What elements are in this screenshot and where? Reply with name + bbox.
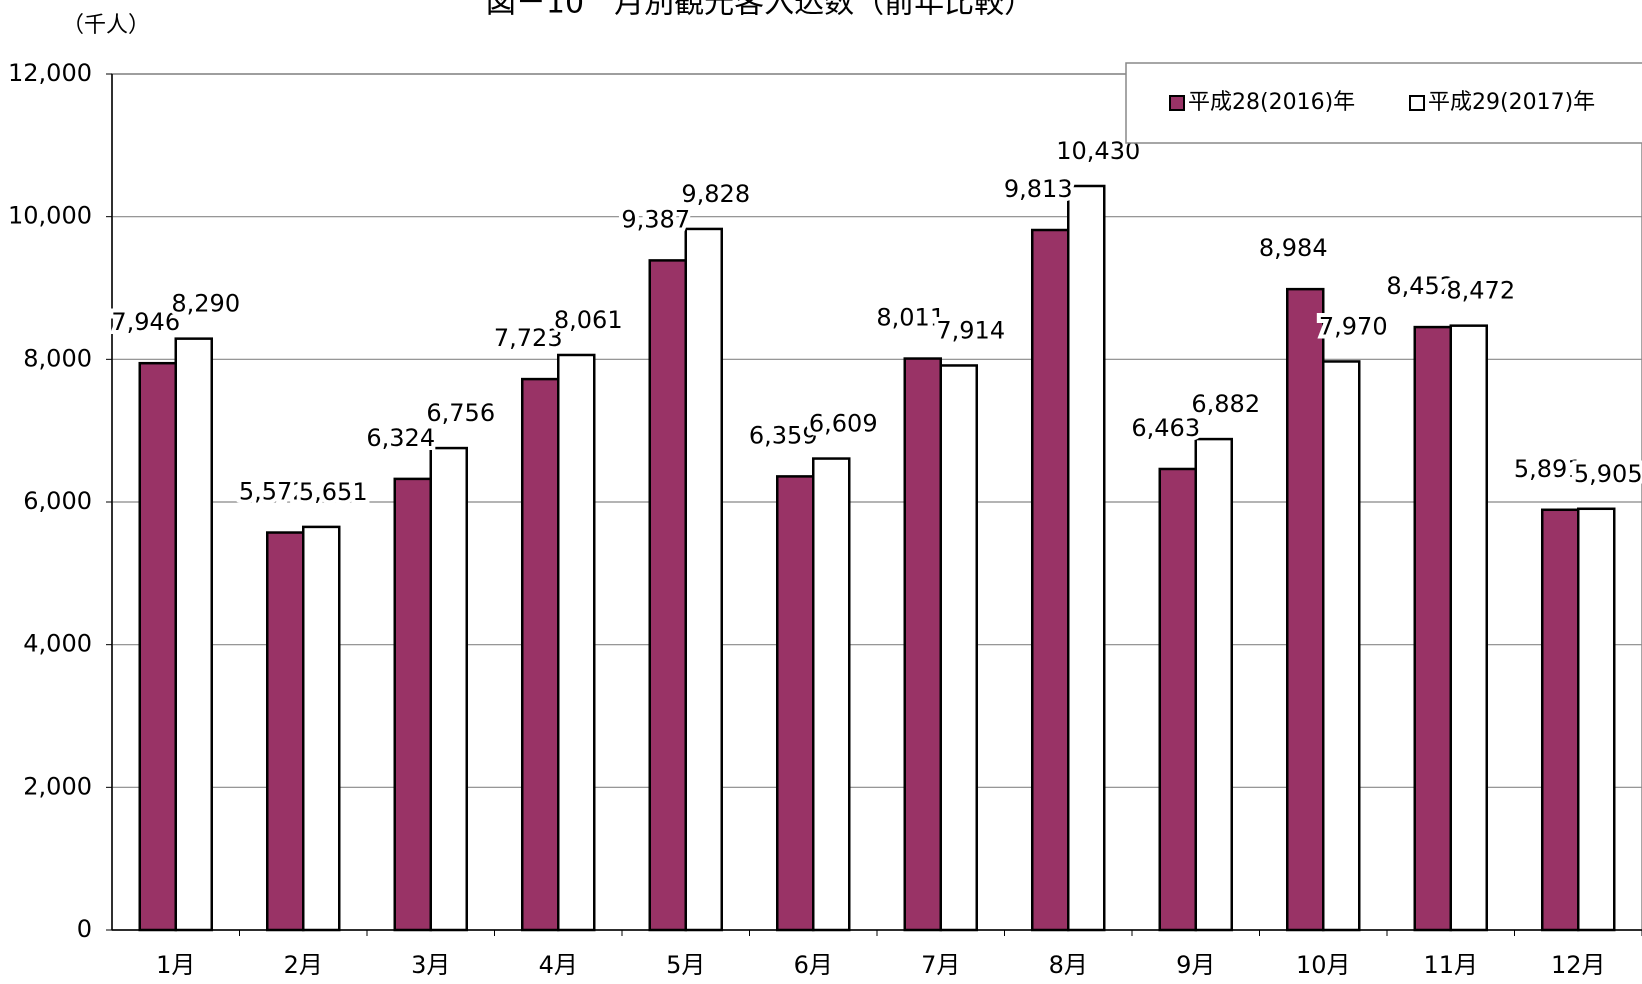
y-tick-label: 2,000: [23, 772, 92, 800]
data-label: 7,946: [111, 308, 180, 336]
bar: [1413, 325, 1452, 932]
x-tick-label: 8月: [1049, 951, 1088, 979]
bar: [302, 525, 341, 932]
data-label: 6,609: [809, 410, 878, 438]
data-label: 9,387: [621, 205, 690, 233]
data-label: 6,756: [426, 399, 495, 427]
chart-title: 図－10 月別観光客入込数（前年比較）: [486, 0, 1034, 21]
y-tick-label: 0: [77, 915, 92, 943]
data-label: 6,359: [749, 421, 818, 449]
data-label: 8,452: [1386, 272, 1455, 300]
data-label: 7,970: [1319, 312, 1388, 340]
data-label: 8,290: [171, 290, 240, 318]
bar: [393, 477, 432, 932]
legend-label: 平成29(2017)年: [1428, 90, 1595, 115]
x-tick-label: 10月: [1296, 951, 1351, 979]
bar: [1286, 287, 1325, 932]
x-tick-label: 5月: [666, 951, 705, 979]
bar: [1031, 228, 1070, 932]
data-label: 9,813: [1004, 175, 1073, 203]
x-tick-label: 12月: [1551, 951, 1606, 979]
y-axis-label: （千人）: [62, 13, 150, 38]
x-tick-label: 4月: [539, 951, 578, 979]
data-label: 6,882: [1191, 390, 1260, 418]
bar: [266, 531, 305, 932]
legend-swatch: [1409, 95, 1425, 111]
bar: [174, 337, 213, 932]
x-tick-label: 1月: [156, 951, 195, 979]
bar: [903, 357, 942, 932]
x-tick-label: 2月: [284, 951, 323, 979]
bar: [1194, 437, 1233, 932]
y-tick-label: 6,000: [23, 487, 92, 515]
data-label: 5,651: [299, 478, 368, 506]
bar: [776, 475, 815, 932]
x-tick-label: 9月: [1176, 951, 1215, 979]
bar: [684, 227, 723, 932]
data-label: 9,828: [681, 180, 750, 208]
data-label: 5,891: [1514, 455, 1583, 483]
bar: [939, 364, 978, 932]
y-tick-label: 8,000: [23, 344, 92, 372]
data-label: 5,572: [239, 478, 308, 506]
bar: [812, 457, 851, 932]
data-label: 8,061: [554, 306, 623, 334]
data-label: 5,905: [1574, 460, 1642, 488]
bar: [1541, 508, 1580, 932]
x-tick-label: 7月: [921, 951, 960, 979]
legend-box: [1125, 62, 1642, 144]
y-tick-label: 10,000: [8, 202, 92, 230]
bar: [521, 377, 560, 932]
bar: [1449, 324, 1488, 932]
y-tick-label: 12,000: [8, 59, 92, 87]
data-label: 7,914: [936, 316, 1005, 344]
data-label: 8,472: [1446, 277, 1515, 305]
data-label: 6,463: [1131, 414, 1200, 442]
bar: [1067, 184, 1106, 932]
bar: [648, 259, 687, 932]
data-label: 6,324: [366, 424, 435, 452]
data-label: 8,011: [876, 304, 945, 332]
x-tick-label: 6月: [794, 951, 833, 979]
bar: [557, 353, 596, 932]
bar: [138, 361, 177, 932]
x-tick-label: 3月: [411, 951, 450, 979]
bar: [1577, 507, 1616, 932]
legend-swatch: [1169, 95, 1185, 111]
x-tick-label: 11月: [1423, 951, 1478, 979]
bar: [1158, 467, 1197, 932]
data-label: 8,984: [1259, 234, 1328, 262]
bar: [429, 446, 468, 932]
data-label: 7,723: [494, 324, 563, 352]
legend-label: 平成28(2016)年: [1188, 90, 1355, 115]
y-tick-label: 4,000: [23, 630, 92, 658]
bar: [1322, 360, 1361, 932]
